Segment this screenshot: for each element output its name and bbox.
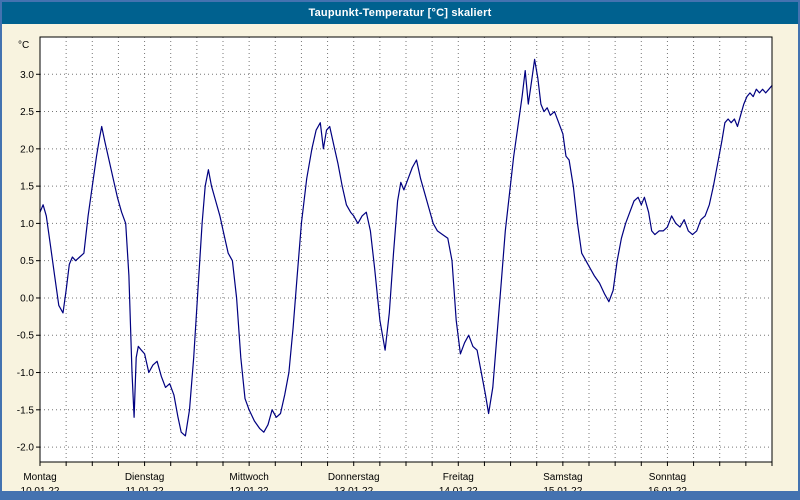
- y-tick-label: 3.0: [20, 70, 34, 81]
- y-tick-label: -1.5: [17, 405, 35, 416]
- y-tick-label: 2.5: [20, 107, 34, 118]
- x-date-label: 10.01.22: [21, 486, 60, 495]
- x-day-label: Mittwoch: [229, 472, 268, 483]
- temperature-line: [39, 58, 773, 437]
- x-day-label: Dienstag: [125, 472, 164, 483]
- y-tick-label: 0.5: [20, 256, 34, 267]
- gridlines: [40, 37, 772, 462]
- x-date-label: 13.01.22: [334, 486, 373, 495]
- x-day-label: Donnerstag: [328, 472, 380, 483]
- x-date-label: 14.01.22: [439, 486, 478, 495]
- y-tick-label: 1.0: [20, 219, 34, 230]
- axis-labels: 3.0 2.5 2.0 1.5 1.0 0.5 0.0 -0.5 -1.0 -1.5 -2.0 Mon…: [17, 70, 688, 495]
- y-axis-unit-label: °C: [18, 40, 30, 51]
- chart-body: °C 3.0 2.5 2.0 1.5 1.0 0.5 0.0 -0.5 -1.0 -1.5 -2.0…: [2, 24, 798, 498]
- x-date-label: 12.01.22: [230, 486, 269, 495]
- x-date-label: 16.01.22: [648, 486, 687, 495]
- title-bar: Taupunkt-Temperatur [°C] skaliert: [2, 2, 798, 24]
- y-tick-label: -1.0: [17, 368, 35, 379]
- bottom-border-strip: [2, 491, 798, 498]
- plot-border: [39, 36, 773, 463]
- x-day-label: Samstag: [543, 472, 582, 483]
- x-date-label: 11.01.22: [125, 486, 164, 495]
- x-day-label: Montag: [23, 472, 56, 483]
- plot-area: 3.0 2.5 2.0 1.5 1.0 0.5 0.0 -0.5 -1.0 -1.5 -2.0 Mon…: [17, 36, 773, 495]
- x-day-label: Freitag: [443, 472, 474, 483]
- y-tick-label: -2.0: [17, 443, 35, 454]
- y-tick-label: 1.5: [20, 182, 34, 193]
- x-date-label: 15.01.22: [543, 486, 582, 495]
- y-tick-label: 2.0: [20, 144, 34, 155]
- x-day-label: Sonntag: [649, 472, 686, 483]
- y-tick-label: 0.0: [20, 293, 34, 304]
- window-title: Taupunkt-Temperatur [°C] skaliert: [308, 7, 492, 19]
- y-tick-label: -0.5: [17, 331, 35, 342]
- axis-ticks: [36, 73, 773, 466]
